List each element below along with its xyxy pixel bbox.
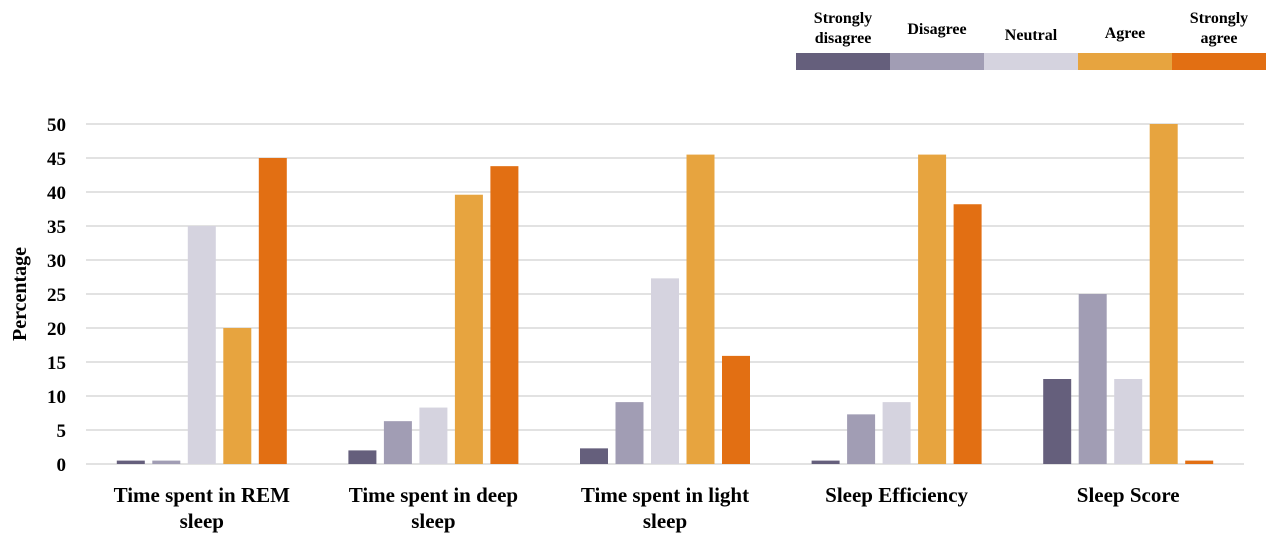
bar — [580, 448, 608, 464]
bar — [490, 166, 519, 464]
x-tick-label: Sleep Efficiency — [825, 483, 968, 507]
y-tick-label: 25 — [47, 285, 66, 306]
x-tick-label: Sleep Score — [1077, 483, 1180, 507]
legend-swatch — [1078, 53, 1172, 70]
bar — [383, 421, 412, 464]
bar — [258, 158, 287, 464]
x-tick-label: Time spent in deep sleep — [349, 483, 518, 533]
bar — [1043, 379, 1072, 464]
legend-swatch — [796, 53, 890, 70]
legend-swatch — [984, 53, 1078, 70]
y-tick-label: 0 — [57, 455, 67, 476]
y-tick-label: 35 — [47, 217, 66, 238]
legend: Strongly disagree Disagree Neutral Agree Stro… — [796, 10, 1266, 70]
x-tick-label: Time spent in light sleep — [581, 483, 749, 533]
bar — [454, 194, 483, 464]
legend-label: Disagree — [907, 21, 966, 38]
legend-label: Neutral — [1005, 27, 1058, 44]
bar — [847, 414, 876, 464]
y-axis-ticks: 0 5 10 15 20 25 30 35 40 45 50 — [47, 115, 66, 476]
x-axis-labels: Time spent in REM sleep Time spent in deep… — [114, 483, 1180, 533]
bar — [1185, 460, 1214, 464]
bar — [1078, 294, 1107, 464]
bar — [953, 204, 982, 465]
y-tick-label: 40 — [47, 183, 66, 204]
legend-swatch — [890, 53, 984, 70]
bar — [918, 154, 947, 464]
x-tick-label: Time spent in REM sleep — [114, 483, 291, 533]
bar — [882, 402, 911, 464]
y-tick-label: 50 — [47, 115, 66, 136]
bar — [116, 460, 145, 464]
bar — [1149, 124, 1178, 464]
y-tick-label: 20 — [47, 319, 66, 340]
bar — [811, 460, 840, 464]
bar — [419, 407, 448, 464]
bar — [1114, 379, 1143, 464]
y-tick-label: 45 — [47, 149, 66, 170]
y-tick-label: 10 — [47, 387, 66, 408]
y-axis-label: Percentage — [9, 247, 31, 341]
bar — [348, 450, 377, 464]
legend-label: Strongly disagree — [814, 10, 872, 47]
bar — [722, 355, 750, 464]
bars — [116, 124, 1214, 465]
bar — [651, 278, 679, 464]
bar — [686, 154, 715, 464]
bar — [223, 328, 252, 464]
legend-label: Agree — [1105, 25, 1146, 42]
legend-swatch — [1172, 53, 1266, 70]
y-tick-label: 5 — [57, 421, 67, 442]
y-tick-label: 15 — [47, 353, 66, 374]
bar — [187, 226, 216, 464]
y-tick-label: 30 — [47, 251, 66, 272]
bar — [615, 402, 644, 464]
legend-label: Strongly agree — [1190, 10, 1248, 47]
bar — [152, 460, 181, 464]
